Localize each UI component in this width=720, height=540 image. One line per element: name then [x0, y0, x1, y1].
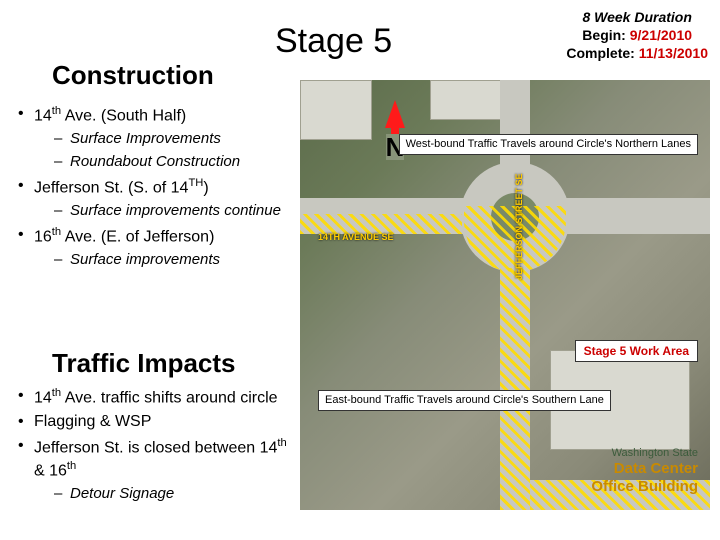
list-sub: Detour Signage: [12, 485, 292, 504]
text: 16: [34, 228, 52, 245]
begin-date: 9/21/2010: [630, 27, 692, 43]
sup: th: [67, 460, 76, 472]
list-sub: Surface improvements: [12, 251, 292, 270]
duration-complete: Complete: 11/13/2010: [566, 44, 708, 62]
text: ): [203, 179, 208, 196]
text: 14: [34, 107, 52, 124]
text: Jefferson St. is closed between 14: [34, 440, 277, 457]
aerial-map: N West-bound Traffic Travels around Circ…: [300, 80, 710, 510]
list-sub: Roundabout Construction: [12, 153, 292, 172]
label-ws: Washington State: [591, 447, 698, 460]
page-title: Stage 5: [275, 22, 392, 61]
sup: th: [52, 387, 61, 399]
text: Ave. (South Half): [61, 107, 186, 124]
text: & 16: [34, 462, 67, 479]
list-sub: Surface improvements continue: [12, 202, 292, 221]
label-ob: Office Building: [591, 478, 698, 496]
text: Jefferson St. (S. of 14: [34, 179, 188, 196]
road-label-14th: 14TH AVENUE SE: [318, 232, 394, 242]
callout-east: East-bound Traffic Travels around Circle…: [318, 390, 611, 411]
label-dc: Data Center: [591, 460, 698, 478]
text: Ave. traffic shifts around circle: [61, 389, 277, 406]
sup: th: [277, 437, 286, 449]
arrow-icon: [385, 100, 405, 128]
stage-work-area-label: Stage 5 Work Area: [575, 340, 698, 362]
complete-label: Complete:: [566, 45, 634, 61]
list-item: Flagging & WSP: [12, 412, 292, 432]
list-sub: Surface Improvements: [12, 130, 292, 149]
complete-date: 11/13/2010: [639, 45, 708, 61]
traffic-heading: Traffic Impacts: [52, 348, 236, 379]
duration-line: 8 Week Duration: [566, 8, 708, 26]
construction-heading: Construction: [52, 60, 214, 91]
building-label: Washington State Data Center Office Buil…: [591, 447, 698, 496]
duration-box: 8 Week Duration Begin: 9/21/2010 Complet…: [566, 8, 708, 63]
sup: th: [52, 226, 61, 238]
list-item: 14th Ave. traffic shifts around circle: [12, 386, 292, 408]
list-item: 16th Ave. (E. of Jefferson): [12, 225, 292, 247]
duration-begin: Begin: 9/21/2010: [566, 26, 708, 44]
sup: th: [52, 105, 61, 117]
text: 14: [34, 389, 52, 406]
begin-label: Begin:: [582, 27, 626, 43]
callout-west: West-bound Traffic Travels around Circle…: [399, 134, 698, 155]
text: Ave. (E. of Jefferson): [61, 228, 214, 245]
list-item: 14th Ave. (South Half): [12, 104, 292, 126]
building-block: [300, 80, 372, 140]
list-item: Jefferson St. is closed between 14th & 1…: [12, 436, 292, 481]
road-label-jefferson: JEFFERSON STREET SE: [514, 173, 524, 280]
traffic-list: 14th Ave. traffic shifts around circle F…: [12, 386, 292, 508]
work-area-jeff: [500, 268, 530, 510]
work-area-14th: [300, 214, 462, 234]
construction-list: 14th Ave. (South Half) Surface Improveme…: [12, 104, 292, 274]
list-item: Jefferson St. (S. of 14TH): [12, 176, 292, 198]
sup: TH: [188, 177, 203, 189]
